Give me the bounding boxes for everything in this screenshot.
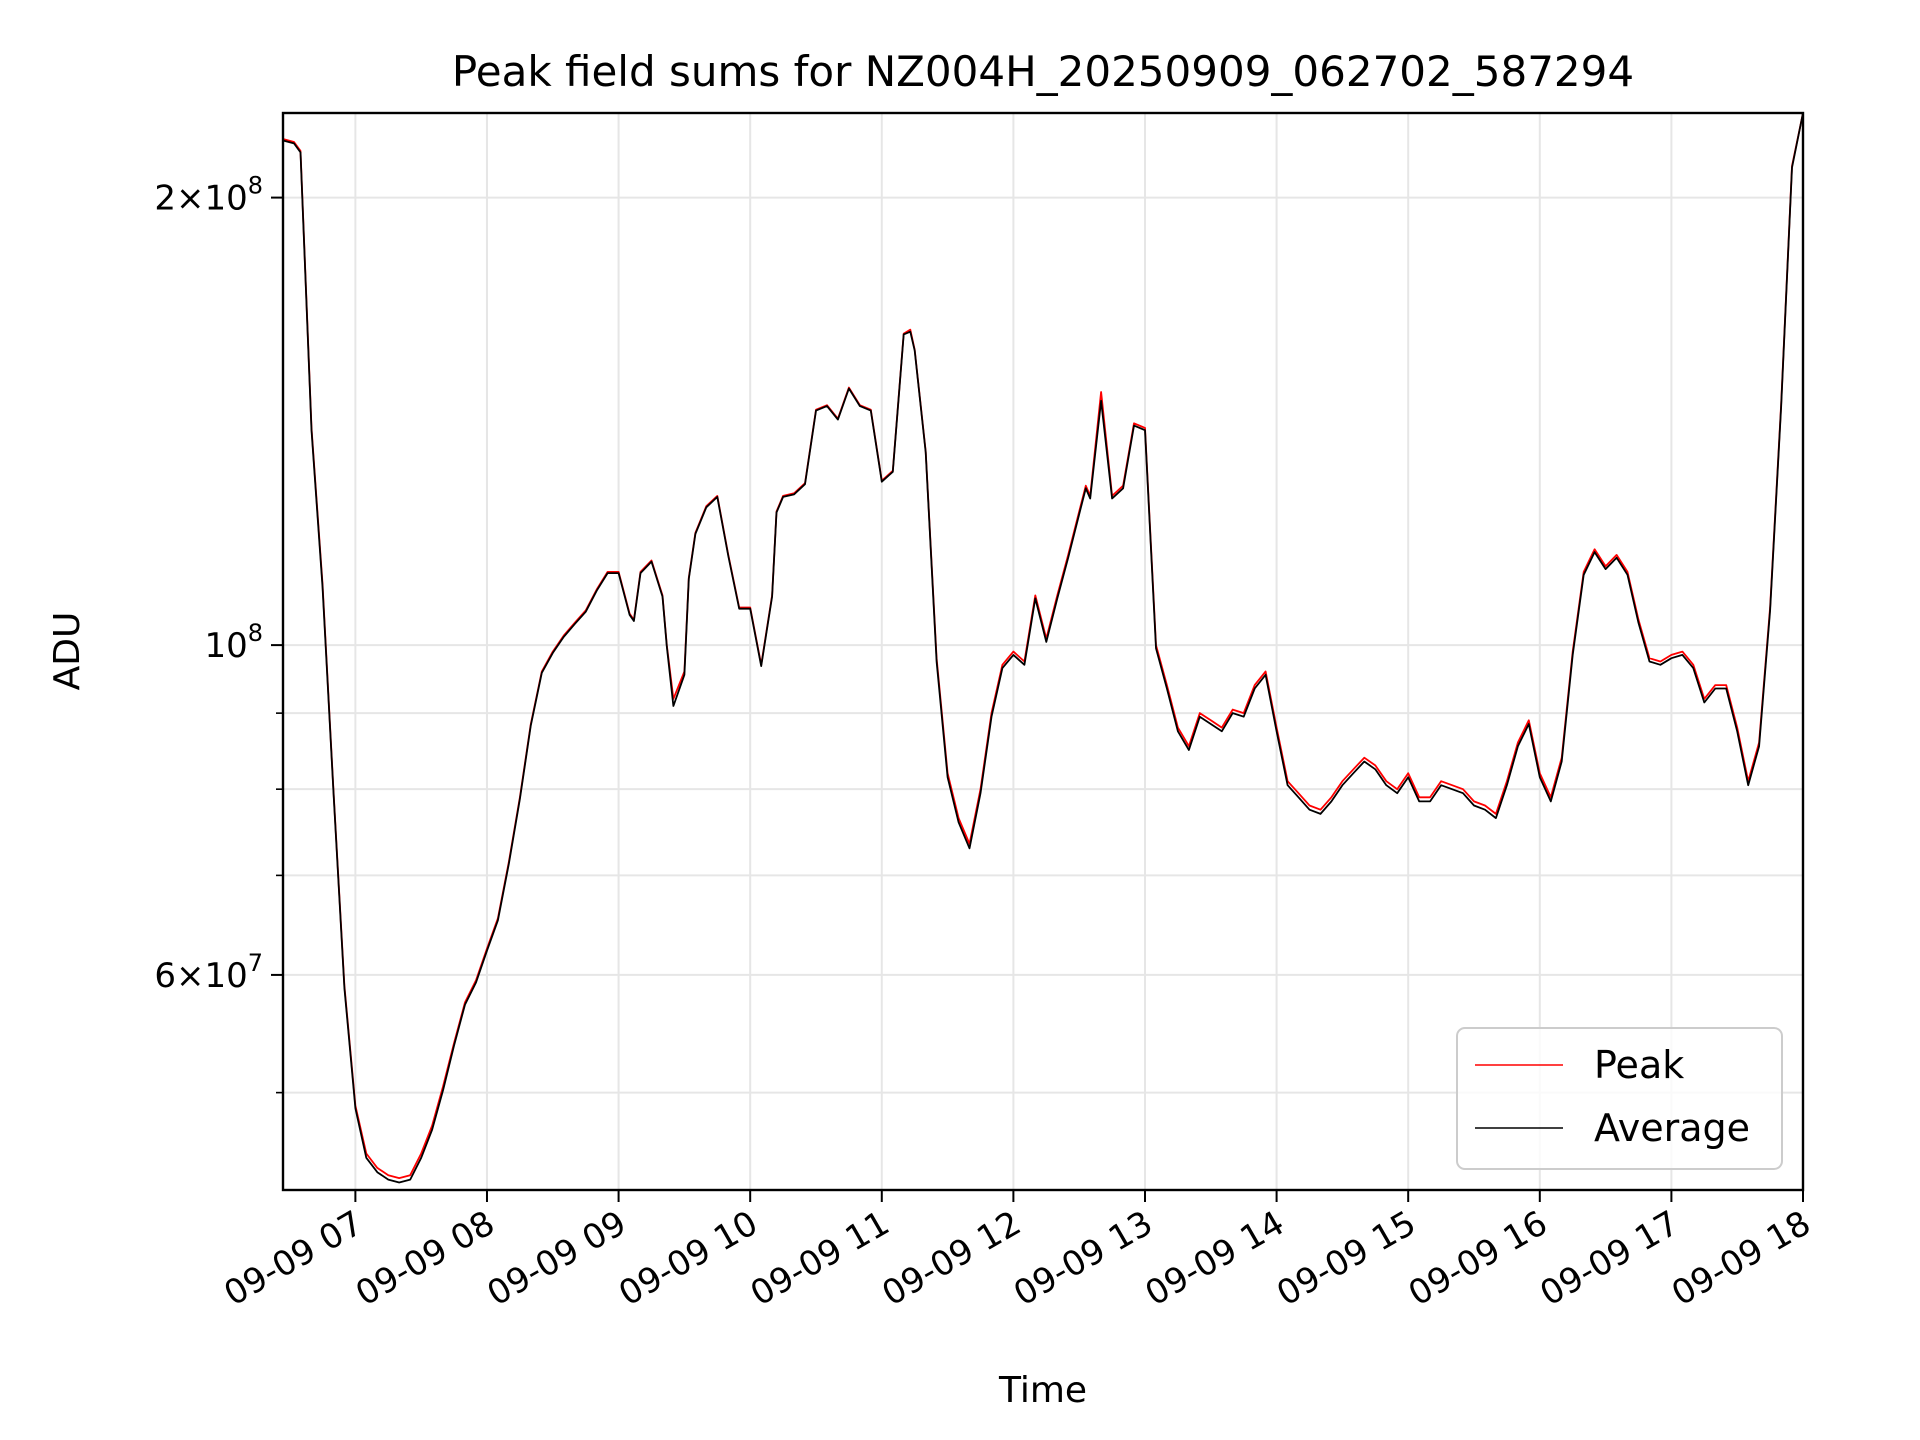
chart-title: Peak field sums for NZ004H_20250909_0627… bbox=[452, 47, 1634, 96]
x-axis-label: Time bbox=[998, 1370, 1087, 1411]
legend-label-peak: Peak bbox=[1594, 1043, 1684, 1087]
y-tick-label: 2×108 bbox=[154, 172, 263, 219]
y-tick-label: 6×107 bbox=[154, 949, 263, 996]
plot-frame bbox=[281, 111, 1805, 1192]
series-line-average bbox=[282, 112, 1804, 1184]
y-tick-label: 108 bbox=[204, 619, 263, 666]
y-axis-label: ADU bbox=[47, 612, 88, 691]
y-axis: 6×107 108 2×108 bbox=[154, 172, 283, 1094]
legend-box bbox=[1456, 1027, 1783, 1170]
grid bbox=[283, 113, 1803, 1190]
legend-label-average: Average bbox=[1594, 1106, 1750, 1150]
legend: Peak Average bbox=[1456, 1027, 1783, 1170]
series-lines bbox=[282, 112, 1804, 1184]
